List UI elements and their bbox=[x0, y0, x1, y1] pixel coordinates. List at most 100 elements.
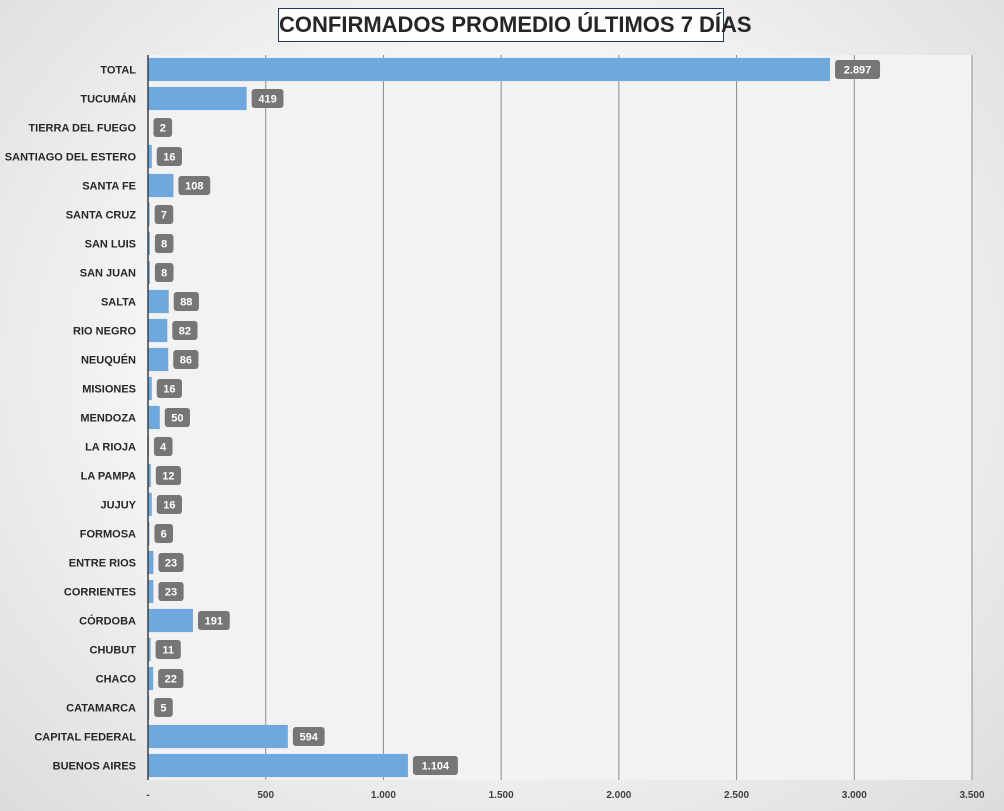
category-label: MENDOZA bbox=[80, 413, 136, 425]
category-label: FORMOSA bbox=[80, 529, 136, 541]
data-label: 4 bbox=[160, 442, 167, 454]
category-label: TUCUMÁN bbox=[80, 93, 136, 106]
bar bbox=[148, 57, 831, 82]
data-label-box bbox=[156, 147, 182, 166]
data-label: 88 bbox=[180, 297, 192, 309]
data-label: 8 bbox=[161, 268, 167, 280]
data-label-box bbox=[173, 292, 199, 311]
bar bbox=[148, 405, 160, 430]
data-label: 2 bbox=[160, 123, 166, 135]
data-label-box bbox=[154, 263, 174, 282]
bar bbox=[148, 608, 193, 633]
category-label: TIERRA DEL FUEGO bbox=[28, 123, 136, 135]
data-label: 86 bbox=[180, 355, 192, 367]
chart-title: CONFIRMADOS PROMEDIO ÚLTIMOS 7 DÍAS bbox=[278, 8, 752, 42]
data-label: 191 bbox=[205, 616, 223, 628]
x-tick-label: - bbox=[146, 790, 149, 801]
category-label: CÓRDOBA bbox=[79, 615, 136, 628]
category-label: SANTIAGO DEL ESTERO bbox=[5, 152, 137, 164]
bar bbox=[148, 724, 288, 749]
bar bbox=[148, 492, 152, 517]
data-label-box bbox=[835, 60, 881, 79]
bar bbox=[148, 318, 168, 343]
category-label: LA RIOJA bbox=[85, 442, 136, 454]
data-label-box bbox=[292, 727, 325, 746]
category-label: NEUQUÉN bbox=[81, 354, 136, 367]
bar bbox=[148, 289, 169, 314]
category-label: BUENOS AIRES bbox=[53, 761, 136, 773]
category-label: SANTA CRUZ bbox=[66, 210, 137, 222]
bar bbox=[148, 202, 150, 227]
data-label-box bbox=[158, 553, 184, 572]
bar bbox=[148, 144, 152, 169]
data-label-box bbox=[154, 234, 174, 253]
x-tick-label: 2.000 bbox=[606, 790, 631, 801]
data-label-box bbox=[178, 176, 211, 195]
category-label: TOTAL bbox=[100, 65, 136, 77]
bar bbox=[148, 579, 154, 604]
category-label: RIO NEGRO bbox=[73, 326, 136, 338]
bar bbox=[148, 666, 154, 691]
data-label: 16 bbox=[163, 384, 175, 396]
data-label-box bbox=[156, 379, 182, 398]
data-label: 1.104 bbox=[422, 761, 450, 773]
data-label-box bbox=[158, 669, 184, 688]
data-label: 11 bbox=[162, 645, 174, 657]
bar bbox=[148, 347, 169, 372]
data-label: 16 bbox=[163, 500, 175, 512]
x-tick-label: 1.000 bbox=[371, 790, 396, 801]
data-label-box bbox=[173, 350, 199, 369]
bar bbox=[148, 231, 150, 256]
bar bbox=[148, 86, 247, 111]
x-tick-label: 3.500 bbox=[959, 790, 984, 801]
category-label: SANTA FE bbox=[82, 181, 136, 193]
bar bbox=[148, 550, 154, 575]
data-label-box bbox=[197, 611, 230, 630]
bar bbox=[148, 637, 151, 662]
x-tick-label: 1.500 bbox=[489, 790, 514, 801]
data-label-box bbox=[158, 582, 184, 601]
bar bbox=[148, 463, 151, 488]
category-label: CHACO bbox=[96, 674, 137, 686]
category-label: ENTRE RIOS bbox=[69, 558, 136, 570]
data-label-box bbox=[156, 495, 182, 514]
data-label-box bbox=[412, 756, 458, 775]
data-label: 16 bbox=[163, 152, 175, 164]
category-label: MISIONES bbox=[82, 384, 136, 396]
bar bbox=[148, 376, 152, 401]
data-label: 50 bbox=[171, 413, 183, 425]
data-label: 7 bbox=[161, 210, 167, 222]
data-label: 82 bbox=[179, 326, 191, 338]
data-label-box bbox=[153, 437, 173, 456]
category-label: SAN JUAN bbox=[80, 268, 136, 280]
category-label: JUJUY bbox=[101, 500, 137, 512]
data-label-box bbox=[153, 118, 173, 137]
data-label: 108 bbox=[185, 181, 203, 193]
data-label: 6 bbox=[161, 529, 167, 541]
data-label: 8 bbox=[161, 239, 167, 251]
bar bbox=[148, 173, 174, 198]
data-label: 2.897 bbox=[844, 65, 872, 77]
data-label-box bbox=[154, 524, 174, 543]
data-label: 419 bbox=[258, 94, 276, 106]
data-label-box bbox=[251, 89, 284, 108]
data-label-box bbox=[172, 321, 198, 340]
category-label: SAN LUIS bbox=[85, 239, 136, 251]
data-label-box bbox=[154, 698, 173, 717]
data-label: 23 bbox=[165, 587, 177, 599]
category-label: CORRIENTES bbox=[64, 587, 136, 599]
data-label-box bbox=[155, 640, 181, 659]
data-label: 12 bbox=[162, 471, 174, 483]
bar bbox=[148, 753, 408, 778]
data-label-box bbox=[155, 466, 182, 485]
category-label: CAPITAL FEDERAL bbox=[34, 732, 136, 744]
category-label: SALTA bbox=[101, 297, 136, 309]
data-label-box bbox=[164, 408, 190, 427]
data-label: 23 bbox=[165, 558, 177, 570]
data-label: 594 bbox=[300, 732, 319, 744]
category-label: LA PAMPA bbox=[81, 471, 136, 483]
data-label: 22 bbox=[165, 674, 177, 686]
data-label-box bbox=[154, 205, 174, 224]
